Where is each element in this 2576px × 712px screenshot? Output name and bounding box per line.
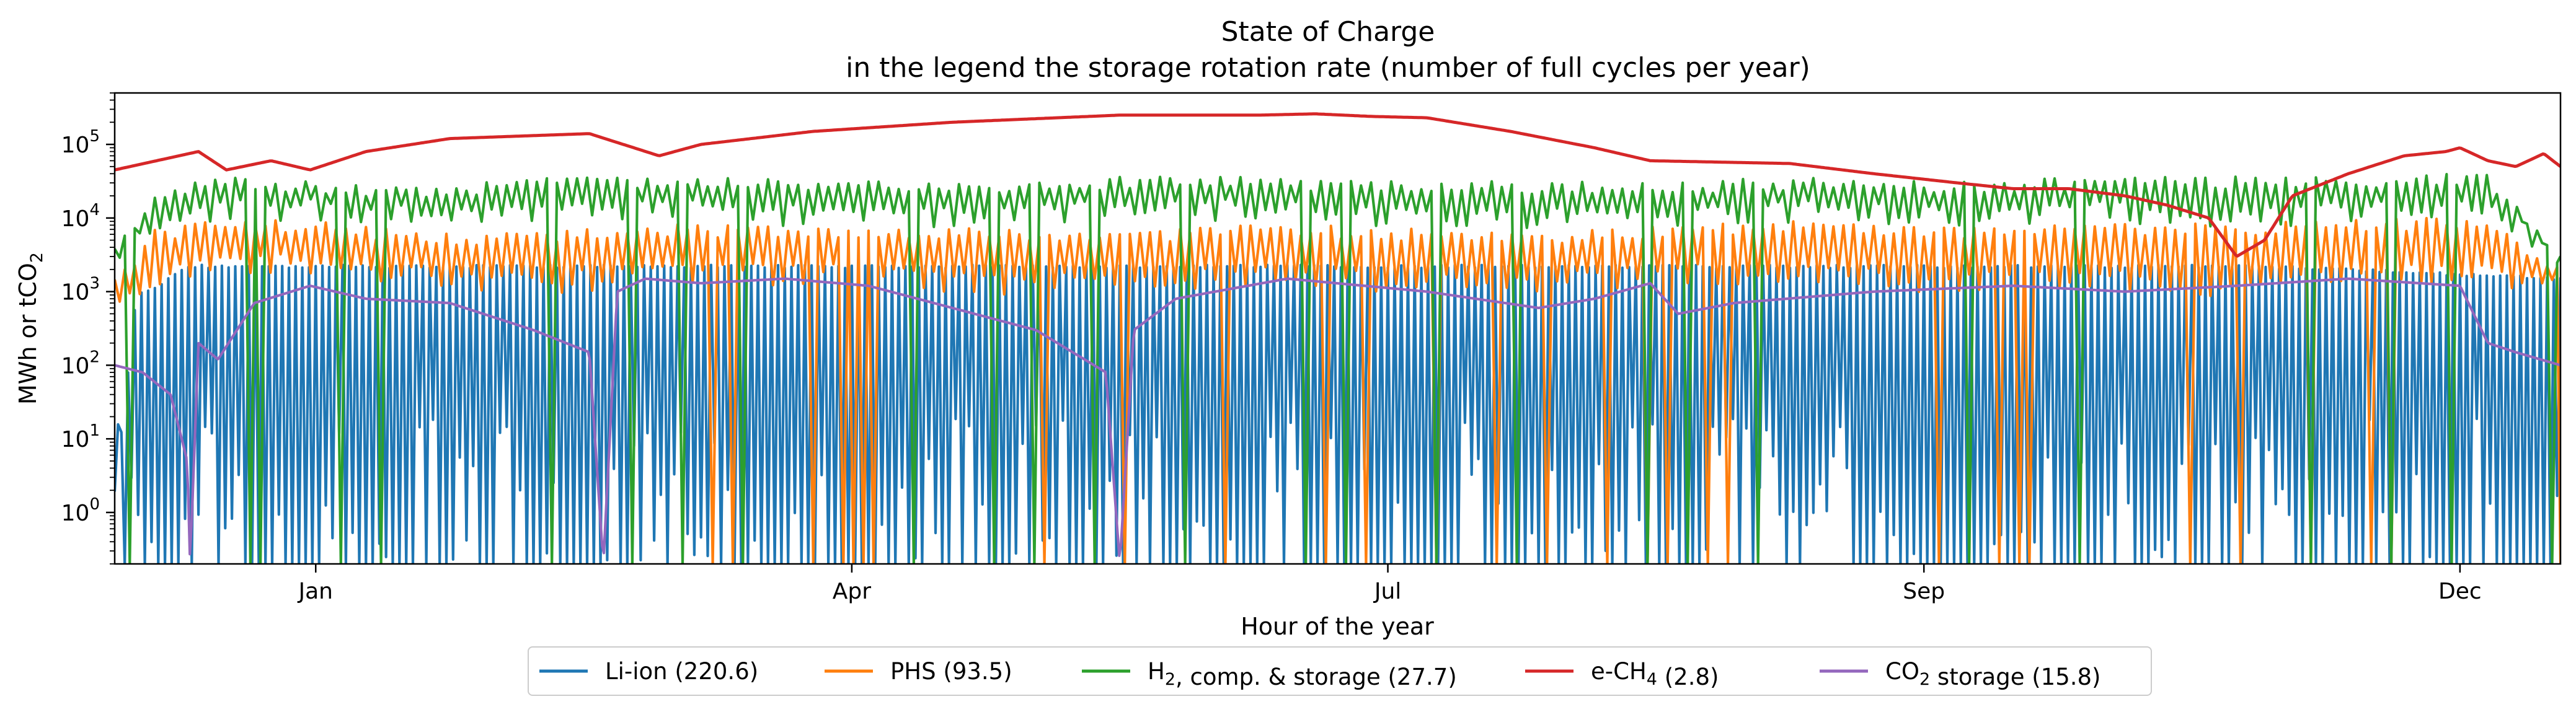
series-line-5 [115, 277, 2561, 557]
legend-label-5: CO2 storage (15.8) [1885, 658, 2101, 690]
x-tick-label: Apr [833, 579, 871, 604]
legend-label-2: PHS (93.5) [890, 658, 1012, 685]
y-tick-label: 105 [61, 127, 100, 158]
x-axis: Jan Apr Jul Sep Dec [297, 564, 2482, 604]
legend-label-1: Li-ion (220.6) [605, 658, 758, 685]
y-tick-label: 104 [61, 201, 100, 232]
y-axis: 100 101 102 103 104 105 [61, 92, 115, 565]
series-line-3 [115, 173, 2561, 564]
chart-subtitle: in the legend the storage rotation rate … [846, 52, 1810, 84]
legend-label-4: e-CH4 (2.8) [1591, 658, 1719, 690]
x-tick-label: Sep [1903, 579, 1945, 604]
chart-title: State of Charge [1221, 16, 1435, 48]
y-tick-label: 103 [61, 275, 100, 305]
y-axis-label-subscript: 2 [27, 252, 46, 263]
y-tick-label: 102 [61, 348, 100, 379]
series-line-1 [115, 263, 2561, 564]
y-tick-label: 101 [61, 421, 100, 452]
x-tick-label: Jan [297, 579, 333, 604]
y-axis-label-text: MWh or tCO [14, 263, 42, 405]
series-line-2 [115, 217, 2561, 564]
y-tick-label: 100 [61, 495, 100, 526]
legend-label-3: H2, comp. & storage (27.7) [1148, 658, 1457, 690]
x-tick-label: Dec [2438, 579, 2482, 604]
x-tick-label: Jul [1373, 579, 1401, 604]
legend: Li-ion (220.6) PHS (93.5) H2, comp. & stor… [528, 646, 2152, 696]
y-axis-label: MWh or tCO2 [14, 252, 46, 405]
series-layer [115, 112, 2561, 564]
series-line-4 [115, 112, 2561, 258]
x-axis-label: Hour of the year [1241, 613, 1434, 640]
plot-frame [113, 92, 2562, 565]
legend-frame [528, 646, 2152, 696]
